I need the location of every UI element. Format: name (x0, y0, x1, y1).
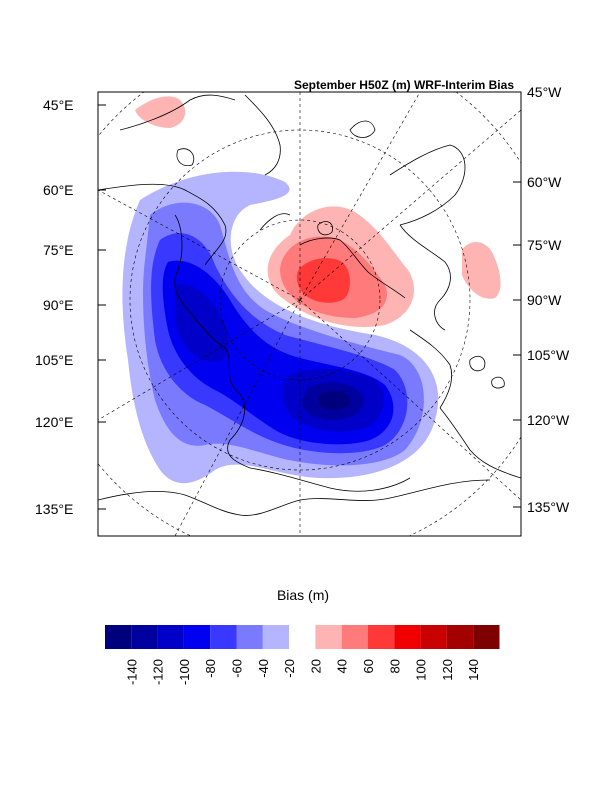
colorbar-box (446, 625, 474, 649)
right-axis-label: 45°W (527, 84, 562, 100)
contour-pos-20-east (462, 241, 501, 299)
left-ticks (98, 104, 106, 510)
graticule (98, 92, 521, 536)
left-axis-label: 60°E (43, 182, 74, 198)
colorbar-box (262, 625, 290, 649)
left-axis-label: 105°E (35, 352, 73, 368)
coastlines (98, 94, 521, 516)
colorbar-tick-label: 100 (414, 659, 429, 681)
right-axis-label: 60°W (527, 174, 562, 190)
colorbar-box (236, 625, 263, 649)
colorbar-tick-label: 140 (466, 659, 481, 681)
colorbar-box (105, 625, 132, 649)
left-axis-label: 135°E (35, 501, 73, 517)
right-axis-label: 120°W (527, 412, 570, 428)
colorbar-labels: -140 -120 -100 -80 -60 -40 -20 20 40 60 80 100 120 14… (124, 659, 481, 685)
colorbar-box (210, 625, 237, 649)
left-axis-label: 90°E (43, 297, 74, 313)
colorbar-box (394, 625, 421, 649)
map-frame (97, 91, 522, 537)
right-axis-label: 105°W (527, 347, 570, 363)
colorbar-box (157, 625, 184, 649)
positive-bias-region (135, 96, 501, 328)
left-axis-label: 45°E (43, 97, 74, 113)
contour-neg-140 (318, 390, 351, 410)
colorbar-tick-label: 120 (440, 659, 455, 681)
left-axis-label: 120°E (35, 414, 73, 430)
colorbar-box (183, 625, 211, 649)
right-axis-label: 90°W (527, 292, 562, 308)
colorbar-tick-label: -120 (151, 659, 166, 685)
colorbar-tick-label: -60 (230, 659, 245, 678)
colorbar-tick-label: -140 (124, 659, 139, 685)
contour-pos-20-nw (135, 96, 186, 128)
right-axis-label: 75°W (527, 237, 562, 253)
left-axis-labels: 45°E 60°E 75°E 90°E 105°E 120°E 135°E (35, 97, 74, 517)
colorbar-tick-label: -20 (282, 659, 297, 678)
colorbar-boxes (105, 625, 500, 649)
colorbar-box (289, 625, 316, 649)
colorbar-box (315, 625, 342, 649)
colorbar-tick-label: 60 (361, 659, 376, 673)
left-axis-label: 75°E (43, 242, 74, 258)
map-title: September H50Z (m) WRF-Interim Bias (294, 78, 514, 92)
colorbar-box (131, 625, 158, 649)
colorbar-tick-label: -80 (203, 659, 218, 678)
colorbar-box (368, 625, 395, 649)
colorbar-box (341, 625, 368, 649)
colorbar-title: Bias (m) (277, 587, 329, 603)
negative-bias-region (122, 171, 439, 484)
colorbar-tick-label: -100 (177, 659, 192, 685)
right-axis-labels: 45°W 60°W 75°W 90°W 105°W 120°W 135°W (527, 84, 570, 515)
right-axis-label: 135°W (527, 499, 570, 515)
colorbar: Bias (m) -140 -120 -100 -80 -60 -40 -20 20 40 60 8… (105, 587, 500, 685)
right-ticks (513, 91, 521, 508)
colorbar-tick-label: 80 (387, 659, 402, 673)
colorbar-tick-label: 20 (308, 659, 323, 673)
colorbar-tick-label: 40 (335, 659, 350, 673)
colorbar-box (420, 625, 447, 649)
colorbar-box (473, 625, 500, 649)
map-panel: 45°E 60°E 75°E 90°E 105°E 120°E 135°E 45… (35, 84, 570, 537)
colorbar-tick-label: -40 (256, 659, 271, 678)
